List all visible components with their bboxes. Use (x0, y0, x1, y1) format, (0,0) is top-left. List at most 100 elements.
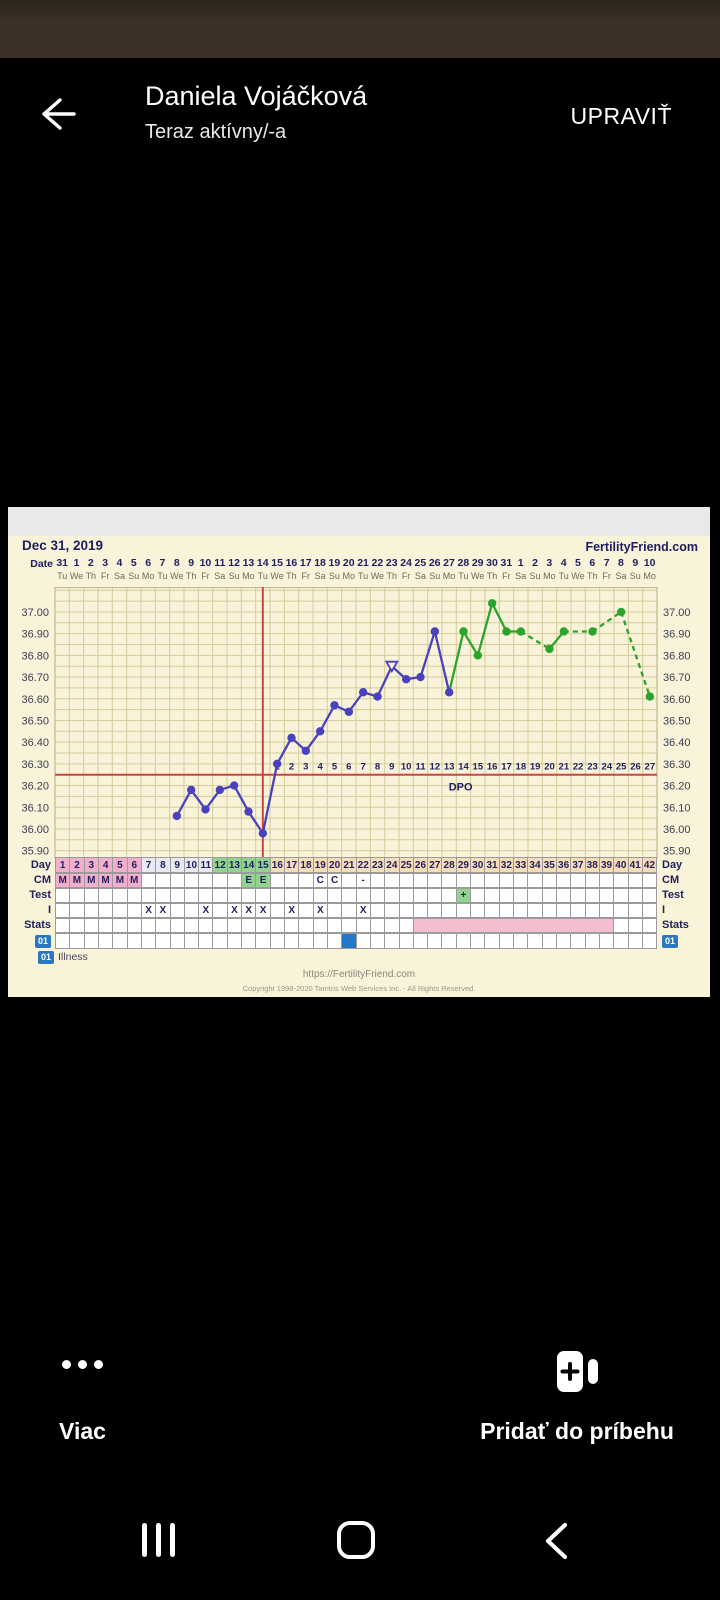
stats-row-cell (242, 919, 257, 933)
svg-text:36.90: 36.90 (21, 629, 49, 641)
weekday-cell: Sa (615, 571, 627, 581)
stats-row-cell (299, 919, 314, 933)
add-to-story-icon[interactable] (554, 1348, 600, 1395)
illness-row-cell (428, 934, 443, 949)
svg-text:7: 7 (361, 762, 366, 773)
cm-row-cell (413, 874, 429, 888)
day-row-cell: 23 (370, 858, 386, 873)
date-row-label: Date (30, 558, 53, 570)
test-row-cell (385, 889, 400, 903)
weekday-cell: Mo (342, 571, 355, 581)
day-row-cell: 18 (299, 858, 314, 873)
svg-text:DPO: DPO (449, 782, 473, 794)
more-button[interactable]: Viac (59, 1418, 106, 1444)
footer-url: https://FertilityFriend.com (302, 969, 416, 980)
test-row-label: Test (29, 889, 51, 901)
cm-row-cell (514, 874, 529, 888)
weekday-cell: Fr (100, 571, 110, 581)
symptom-table: Day 1 2 3 4 5 6 7 8 9 10 11 12 13 14 15 16 17 18 19 20 21 22 23… (8, 857, 710, 949)
intercourse-row-label: I (662, 904, 666, 916)
weekday-cell: Fr (201, 571, 210, 581)
weekday-cell: Mo (242, 571, 255, 581)
test-row-cell (585, 889, 600, 903)
date-cell: 16 (285, 557, 298, 569)
day-row-cell: 39 (599, 858, 615, 873)
nav-back-icon[interactable] (543, 1522, 569, 1560)
svg-text:26: 26 (630, 762, 641, 773)
illness-row-cell (514, 934, 529, 949)
weekday-cell: We (69, 571, 84, 581)
svg-text:22: 22 (573, 762, 584, 773)
svg-text:36.10: 36.10 (21, 802, 49, 814)
intercourse-row-cell (556, 904, 572, 918)
edit-button[interactable]: UPRAVIŤ (570, 103, 672, 129)
stats-row-cell (256, 919, 271, 933)
svg-text:23: 23 (587, 762, 598, 773)
svg-text:10: 10 (401, 762, 412, 773)
weekday-cell: Tu (458, 571, 469, 581)
cm-row-cell: C (327, 874, 343, 888)
weekday-cell: Th (185, 571, 197, 581)
day-row-label: Day (30, 859, 51, 871)
cm-row-cell (528, 874, 543, 888)
svg-text:36.60: 36.60 (21, 694, 49, 706)
weekday-cell: Th (587, 571, 598, 581)
intercourse-row-cell (471, 904, 486, 918)
weekday-cell: Sa (414, 571, 426, 581)
intercourse-row-cell: X (285, 904, 300, 918)
stats-row-label: Stats (662, 919, 689, 931)
more-dots-icon[interactable] (0, 1360, 165, 1369)
intercourse-row-cell: X (156, 904, 171, 918)
day-row-cell: 1 (56, 858, 71, 873)
cm-row-cell (399, 874, 414, 888)
cm-row-cell: M (56, 874, 71, 888)
cm-row-cell (342, 874, 357, 888)
illness-row-cell (170, 934, 185, 949)
contact-status: Teraz aktívny/-a (145, 121, 287, 143)
cm-row-cell (227, 874, 243, 888)
illness-row-cell (313, 934, 328, 949)
add-to-story-button[interactable]: Pridať do príbehu (480, 1418, 674, 1444)
svg-text:36.00: 36.00 (663, 824, 691, 836)
illness-row-cell (485, 934, 500, 949)
illness-row-cell (256, 934, 271, 949)
test-row-cell (342, 889, 357, 903)
day-row-cell: 16 (270, 858, 285, 873)
day-row-cell: 24 (385, 858, 400, 873)
test-row-cell (285, 889, 300, 903)
svg-text:36.20: 36.20 (663, 781, 691, 793)
contact-name: Daniela Vojáčková (145, 81, 368, 111)
date-cell: 25 (414, 557, 427, 569)
svg-text:36.80: 36.80 (21, 650, 49, 662)
date-cell: 9 (188, 557, 195, 569)
nav-recents-icon[interactable] (142, 1523, 175, 1557)
day-row-cell: 40 (614, 858, 629, 873)
test-row-cell (514, 889, 529, 903)
intercourse-row-cell (514, 904, 529, 918)
day-row-cell: 21 (342, 858, 357, 873)
illness-row-cell (442, 934, 457, 949)
cm-row-label: CM (33, 874, 51, 886)
intercourse-row-cell (499, 904, 514, 918)
intercourse-row-cell (84, 904, 99, 918)
nav-home-icon[interactable] (337, 1521, 375, 1559)
day-row-cell: 3 (84, 858, 99, 873)
weekday-cell: Su (429, 571, 441, 581)
day-row-cell: 11 (199, 858, 214, 873)
illness-label: Illness (58, 951, 88, 963)
cm-row-cell: M (98, 874, 114, 888)
illness-row-cell (342, 934, 357, 949)
card-top-strip (8, 507, 710, 536)
illness-legend: 01 Illness (38, 951, 88, 964)
stats-row-cell (442, 919, 457, 933)
date-cell: 13 (242, 557, 255, 569)
date-cell: 24 (400, 557, 412, 569)
cm-row-cell: C (313, 874, 328, 888)
svg-text:4: 4 (318, 762, 324, 773)
illness-row-cell (242, 934, 257, 949)
date-cell: 8 (173, 557, 180, 569)
chart-card[interactable]: Dec 31, 2019 FertilityFriend.com Date 31… (8, 507, 710, 997)
back-arrow-icon[interactable] (36, 94, 76, 134)
test-row-cell (356, 889, 371, 903)
intercourse-row-cell (299, 904, 314, 918)
